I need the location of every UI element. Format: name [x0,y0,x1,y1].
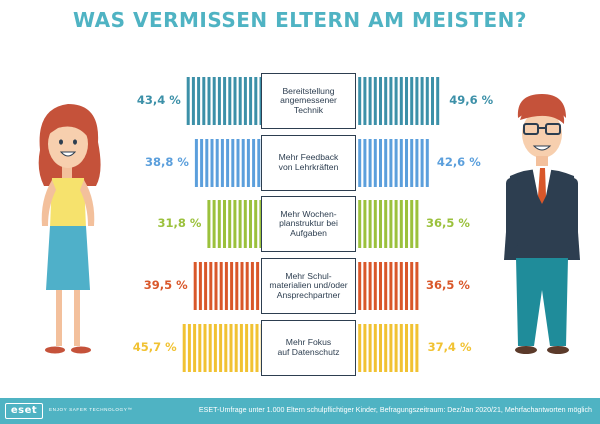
category-label: Mehr Feedback von Lehrkräften [261,135,356,191]
bar-left-5 [182,324,264,372]
footer-bar: eset ENJOY SAFER TECHNOLOGY™ ESET-Umfrag… [0,398,600,424]
tagline: ENJOY SAFER TECHNOLOGY™ [49,407,133,412]
value-label-right: 42,6 % [436,155,481,169]
value-label-right: 37,4 % [427,340,472,354]
category-label: Mehr Fokus auf Datenschutz [261,320,356,376]
survey-footnote: ESET-Umfrage unter 1.000 Eltern schulpfl… [198,406,592,414]
bar-right-5 [353,324,419,372]
bar-left-1 [186,77,263,125]
value-label-left: 38,8 % [145,155,189,169]
bar-left-4 [193,262,265,310]
chart-title: WAS VERMISSEN ELTERN AM MEISTEN? [72,8,528,32]
chart-area [38,77,580,372]
value-label-right: 36,5 % [425,216,470,230]
category-label: Mehr Schul- materialien und/oder Ansprec… [261,258,356,314]
value-label-left: 45,7 % [132,340,177,354]
category-label: Bereitstellung angemessener Technik [261,73,356,129]
bar-left-3 [207,200,263,248]
woman-illustration [38,104,101,354]
value-label-right: 49,6 % [449,93,494,107]
value-label-right: 36,5 % [425,278,470,292]
bar-right-2 [353,139,429,187]
man-illustration [504,94,580,354]
value-label-left: 39,5 % [143,278,188,292]
bar-left-2 [194,139,261,187]
bar-right-3 [353,200,419,248]
category-label: Mehr Wochen- planstruktur bei Aufgaben [261,196,356,252]
bar-right-1 [353,77,440,125]
bar-right-4 [353,262,419,310]
value-label-left: 31,8 % [157,216,202,230]
value-label-left: 43,4 % [136,93,181,107]
eset-logo: eset [5,403,43,419]
